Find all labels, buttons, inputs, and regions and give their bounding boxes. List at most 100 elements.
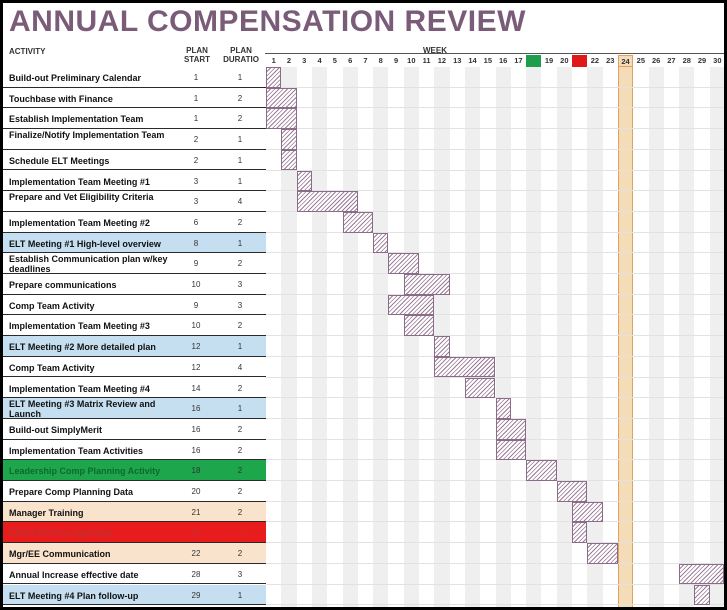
week-number-25: 25 (636, 56, 645, 65)
week-number-13: 13 (453, 56, 462, 65)
gantt-bar[interactable] (434, 356, 496, 378)
table-row[interactable]: Build-out SimplyMerit 16 2 (3, 418, 266, 440)
plan-duration-cell: 2 (237, 93, 243, 103)
gantt-bar[interactable] (679, 563, 724, 585)
gantt-bar[interactable] (526, 460, 557, 481)
week-number-15: 15 (483, 56, 492, 65)
gantt-bar[interactable] (495, 418, 527, 440)
week-column-15 (480, 67, 496, 607)
gantt-bar[interactable] (403, 274, 450, 295)
week-number-18: 18 (526, 55, 542, 67)
table-row[interactable]: Prepare Comp Planning Data 20 2 (3, 481, 266, 502)
row-gridline (266, 583, 724, 585)
plan-duration-header-line1: PLAN (230, 46, 252, 55)
row-gridline (266, 335, 724, 337)
row-gridline (266, 480, 724, 481)
table-row[interactable]: Implementation Team Activities 16 2 (3, 439, 266, 461)
table-row[interactable]: Prepare communications 10 3 (3, 274, 266, 295)
table-row[interactable]: Implementation Team Meeting #4 14 2 (3, 377, 266, 399)
week-number-11: 11 (422, 56, 431, 65)
table-row[interactable]: ELT Meeting #3 Matrix Review and Launch 1… (3, 398, 266, 419)
table-row[interactable]: Comp Team Activity 9 3 (3, 294, 266, 316)
plan-duration-cell: 3 (237, 280, 243, 289)
table-row[interactable]: Build-out Preliminary Calendar 1 1 (3, 67, 266, 88)
row-gridline (266, 231, 724, 233)
plan-duration-cell: 1 (237, 590, 243, 600)
table-row[interactable]: Mgr/EE Communication 22 2 (3, 543, 266, 564)
gantt-bar[interactable] (373, 232, 389, 254)
plan-duration-cell: 1 (237, 342, 243, 352)
plan-start-cell: 2 (193, 135, 199, 145)
gantt-bar[interactable] (556, 481, 588, 502)
spreadsheet: ANNUAL COMPENSATION REVIEW ACTIVITY PLAN… (3, 3, 724, 607)
table-row[interactable]: ELT Meeting #4 Plan follow-up 29 1 (3, 584, 266, 606)
plan-start-cell: 12 (191, 342, 201, 352)
week-column-23 (602, 67, 618, 607)
plan-start-cell: 8 (193, 238, 199, 248)
gantt-bar[interactable] (266, 108, 297, 130)
plan-duration-cell: 1 (237, 176, 243, 186)
plan-duration-cell: 2 (237, 507, 243, 517)
table-row[interactable]: Implementation Team Meeting #1 3 1 (3, 170, 266, 192)
week-column-16 (495, 67, 511, 607)
table-row[interactable]: Manager Training 21 2 (3, 501, 266, 523)
table-row[interactable]: Comp Team Activity 12 4 (3, 356, 266, 378)
row-gridline (266, 210, 724, 212)
table-row[interactable]: Establish Implementation Team 1 2 (3, 108, 266, 130)
activity-name: ELT Meeting #1 High-level overview (9, 238, 161, 249)
table-row[interactable]: Implementation Team Meeting #3 10 2 (3, 315, 266, 337)
gantt-bar[interactable] (342, 211, 374, 233)
gantt-bar[interactable] (572, 522, 588, 544)
plan-duration-cell: 2 (237, 114, 243, 124)
table-row[interactable]: Implementation Team Meeting #2 6 2 (3, 211, 266, 233)
table-row[interactable]: ELT Meeting #2 More detailed plan 12 1 (3, 336, 266, 357)
gantt-bar[interactable] (266, 67, 282, 88)
week-column-21 (572, 67, 588, 607)
gantt-bar[interactable] (281, 129, 297, 150)
table-row[interactable]: Schedule ELT Meetings 2 1 (3, 149, 266, 171)
row-gridline (266, 542, 724, 544)
plan-duration-cell: 1 (237, 155, 243, 165)
activity-name: Prepare and Vet Eligibility Criteria (9, 192, 154, 203)
plan-start-cell: 6 (193, 217, 199, 227)
gantt-bar[interactable] (266, 87, 297, 109)
week-number-27: 27 (667, 56, 676, 65)
gantt-bar[interactable] (495, 398, 511, 419)
row-gridline (266, 562, 724, 564)
activity-name: Annual Increase effective date (9, 569, 139, 580)
row-gridline (266, 86, 724, 88)
table-row[interactable]: Prepare and Vet Eligibility Criteria 3 4 (3, 191, 266, 212)
table-row[interactable]: Touchbase with Finance 1 2 (3, 87, 266, 109)
week-number-16: 16 (498, 56, 508, 65)
plan-start-cell: 18 (191, 466, 201, 476)
gantt-bar[interactable] (296, 191, 358, 212)
gantt-bar[interactable] (495, 439, 527, 461)
week-number-4: 4 (317, 56, 322, 65)
week-number-21: 21 (572, 55, 588, 67)
gantt-bar[interactable] (587, 543, 618, 564)
table-row[interactable]: CEO/CFO Plan approval 21 1 (3, 522, 266, 544)
gantt-bar[interactable] (464, 377, 496, 399)
table-row[interactable]: Annual Increase effective date 28 3 (3, 563, 266, 585)
plan-duration-cell: 1 (237, 238, 243, 248)
table-row[interactable]: Finalize/Notify Implementation Team 2 1 (3, 129, 266, 150)
table-row[interactable]: ELT Meeting #1 High-level overview 8 1 (3, 232, 266, 254)
week-column-13 (449, 67, 465, 607)
week-number-9: 9 (393, 56, 399, 65)
plan-start-cell: 3 (193, 176, 199, 186)
gantt-bar[interactable] (694, 584, 710, 606)
activity-header: ACTIVITY (9, 47, 46, 56)
table-row[interactable]: Leadership Comp Planning Activity 18 2 (3, 460, 266, 481)
plan-duration-cell: 2 (237, 424, 243, 434)
gantt-bar[interactable] (572, 501, 603, 523)
gantt-bar[interactable] (434, 336, 450, 357)
gantt-bar[interactable] (281, 149, 297, 171)
activity-name: Manager Training (9, 507, 84, 518)
gantt-bar[interactable] (388, 294, 435, 316)
gantt-bar[interactable] (296, 170, 312, 192)
activity-name: ELT Meeting #4 Plan follow-up (9, 590, 139, 601)
plan-start-header: PLAN START (177, 46, 217, 64)
gantt-bar[interactable] (388, 253, 419, 274)
gantt-bar[interactable] (403, 315, 435, 337)
table-row[interactable]: Establish Communication plan w/key deadl… (3, 253, 266, 274)
